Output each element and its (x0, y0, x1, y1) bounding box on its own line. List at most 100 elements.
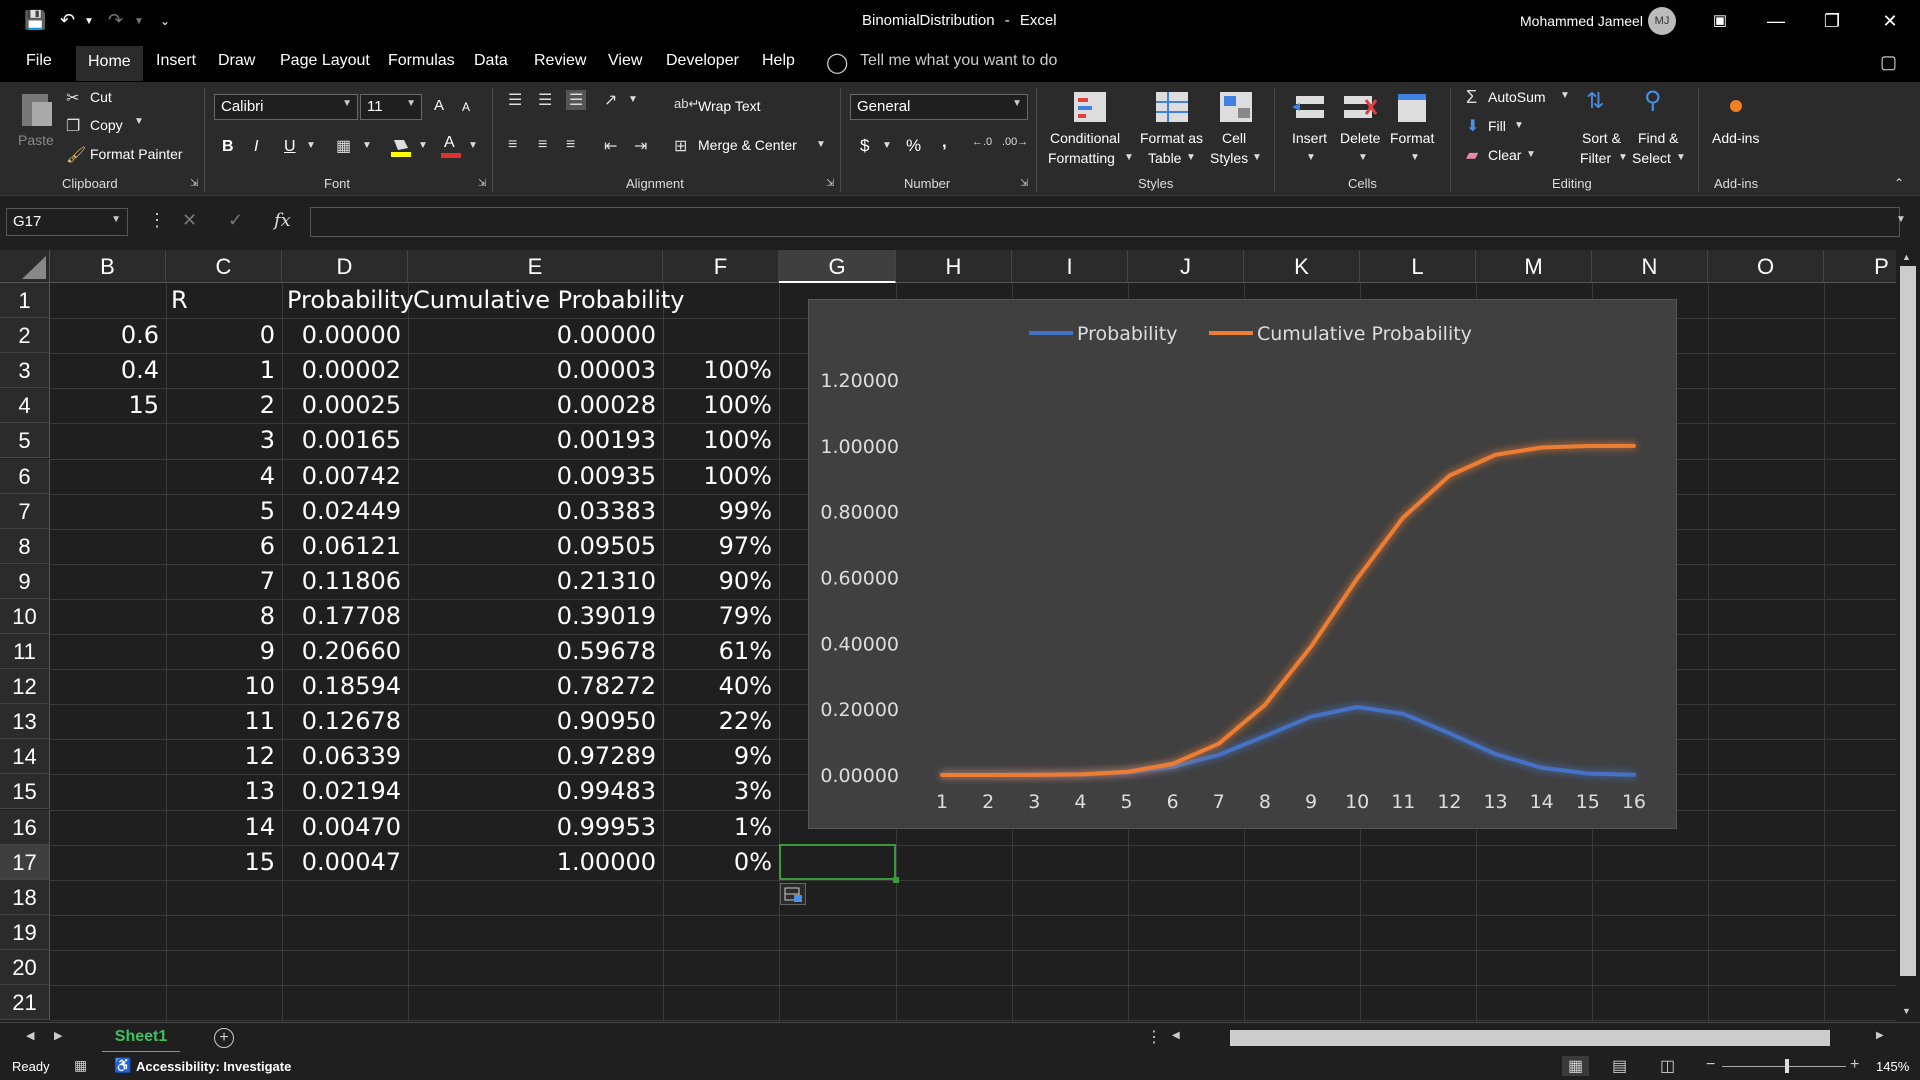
tab-view[interactable]: View (608, 52, 643, 69)
cell-d12[interactable]: 0.18594 (301, 672, 401, 701)
row-header-15[interactable]: 15 (0, 774, 50, 810)
undo-dropdown-icon[interactable]: ▼ (84, 16, 94, 27)
cell-c6[interactable]: 4 (259, 461, 275, 490)
cell-f11[interactable]: 61% (718, 637, 772, 665)
add-sheet-icon[interactable]: + (214, 1028, 234, 1048)
zoom-out-icon[interactable]: − (1706, 1056, 1716, 1073)
cell-c16[interactable]: 14 (244, 812, 275, 841)
column-header-l[interactable]: L (1360, 250, 1476, 283)
cell-c9[interactable]: 7 (259, 566, 275, 595)
row-header-3[interactable]: 3 (0, 353, 50, 389)
row-header-1[interactable]: 1 (0, 283, 50, 318)
cell-e14[interactable]: 0.97289 (556, 742, 656, 771)
customize-qat-icon[interactable]: ⌄ (160, 14, 171, 28)
font-size-combo[interactable]: 11 ▼ (360, 94, 422, 120)
font-color-button[interactable]: A (440, 134, 462, 158)
cell-e8[interactable]: 0.09505 (556, 531, 656, 560)
row-header-2[interactable]: 2 (0, 318, 50, 354)
alignment-launcher-icon[interactable]: ⇲ (826, 178, 835, 189)
cut-button[interactable]: Cut (90, 89, 112, 105)
row-header-21[interactable]: 21 (0, 985, 50, 1020)
cell-d10[interactable]: 0.17708 (301, 601, 401, 630)
cell-f13[interactable]: 22% (718, 707, 772, 736)
cell-b3[interactable]: 0.4 (120, 356, 159, 385)
cell-f9[interactable]: 90% (718, 566, 772, 595)
align-center-icon[interactable]: ≡ (538, 136, 548, 153)
tab-file[interactable]: File (26, 52, 52, 69)
cell-d7[interactable]: 0.02449 (301, 496, 401, 525)
orientation-icon[interactable]: ↗ (604, 92, 618, 109)
cell-d6[interactable]: 0.00742 (301, 461, 401, 490)
delete-cells-button[interactable]: Delete (1340, 130, 1381, 146)
quick-analysis-icon[interactable] (780, 883, 806, 905)
add-ins-button[interactable]: Add-ins (1712, 130, 1760, 146)
cell-e13[interactable]: 0.90950 (556, 707, 656, 736)
column-header-n[interactable]: N (1592, 250, 1708, 283)
currency-button[interactable]: $ (860, 136, 870, 155)
active-cell-g17[interactable] (779, 844, 896, 880)
row-header-5[interactable]: 5 (0, 423, 50, 459)
cell-e12[interactable]: 0.78272 (556, 672, 656, 701)
align-left-icon[interactable]: ≡ (508, 136, 518, 153)
percent-button[interactable]: % (906, 136, 922, 155)
autosum-button[interactable]: AutoSum (1488, 89, 1546, 105)
more-options-icon[interactable]: ⋮ (148, 210, 166, 230)
decrease-indent-icon[interactable]: ⇤ (604, 138, 618, 155)
column-header-h[interactable]: H (896, 250, 1012, 283)
zoom-slider[interactable] (1722, 1066, 1846, 1067)
cell-e16[interactable]: 0.99953 (556, 812, 656, 841)
column-header-b[interactable]: B (50, 250, 166, 283)
autosum-dropdown-icon[interactable]: ▼ (1560, 90, 1570, 101)
tab-draw[interactable]: Draw (218, 52, 256, 69)
cell-c14[interactable]: 12 (244, 742, 275, 771)
cell-c4[interactable]: 2 (259, 391, 275, 420)
cell-c5[interactable]: 3 (259, 426, 275, 455)
row-header-7[interactable]: 7 (0, 493, 50, 529)
format-cells-button[interactable]: Format (1390, 130, 1435, 146)
enter-icon[interactable]: ✓ (228, 210, 244, 230)
row-header-14[interactable]: 14 (0, 739, 50, 775)
restore-icon[interactable]: ❐ (1823, 11, 1841, 31)
cell-f3[interactable]: 100% (703, 356, 772, 385)
column-header-c[interactable]: C (166, 250, 282, 283)
cell-f5[interactable]: 100% (703, 426, 772, 455)
cancel-icon[interactable]: ✕ (182, 210, 198, 230)
cell-d5[interactable]: 0.00165 (301, 426, 401, 455)
bold-button[interactable]: B (222, 138, 234, 155)
cell-e9[interactable]: 0.21310 (556, 566, 656, 595)
scroll-right-icon[interactable]: ▶ (1876, 1030, 1884, 1041)
paste-button[interactable]: Paste (18, 132, 54, 148)
cell-d8[interactable]: 0.06121 (301, 531, 401, 560)
column-header-e[interactable]: E (408, 250, 663, 283)
cell-f14[interactable]: 9% (733, 742, 772, 771)
column-header-j[interactable]: J (1128, 250, 1244, 283)
fill-button[interactable]: Fill (1488, 118, 1506, 134)
tab-insert[interactable]: Insert (156, 52, 197, 69)
cell-d4[interactable]: 0.00025 (301, 391, 401, 420)
cell-f15[interactable]: 3% (733, 777, 772, 806)
cell-d11[interactable]: 0.20660 (301, 637, 401, 665)
cell-c8[interactable]: 6 (259, 531, 275, 560)
series-line-cumulative-probability[interactable] (940, 443, 1636, 777)
cell-e17[interactable]: 1.00000 (556, 847, 656, 876)
scroll-left-icon[interactable]: ◀ (1172, 1030, 1180, 1041)
column-header-k[interactable]: K (1244, 250, 1360, 283)
cell-e1[interactable]: Cumulative Probability (413, 286, 685, 314)
row-header-17[interactable]: 17 (0, 844, 50, 880)
align-bottom-icon[interactable]: ☰ (566, 90, 587, 110)
italic-button[interactable]: I (254, 138, 259, 155)
sheet-tab-sheet1[interactable]: Sheet1 (102, 1023, 180, 1053)
format-painter-button[interactable]: Format Painter (90, 146, 183, 162)
cell-d13[interactable]: 0.12678 (301, 707, 401, 736)
ribbon-display-icon[interactable]: ▣ (1712, 12, 1728, 29)
cell-d9[interactable]: 0.11806 (301, 566, 401, 595)
currency-dropdown-icon[interactable]: ▼ (882, 140, 892, 151)
cell-styles-button[interactable]: Cell (1222, 130, 1247, 146)
scroll-down-icon[interactable]: ▼ (1902, 1006, 1911, 1016)
cell-c1[interactable]: R (171, 286, 188, 314)
row-header-12[interactable]: 12 (0, 669, 50, 705)
horizontal-scrollbar[interactable]: ◀ ▶ (1168, 1028, 1892, 1048)
page-layout-view-icon[interactable]: ▤ (1612, 1058, 1628, 1075)
align-top-icon[interactable]: ☰ (508, 92, 523, 109)
